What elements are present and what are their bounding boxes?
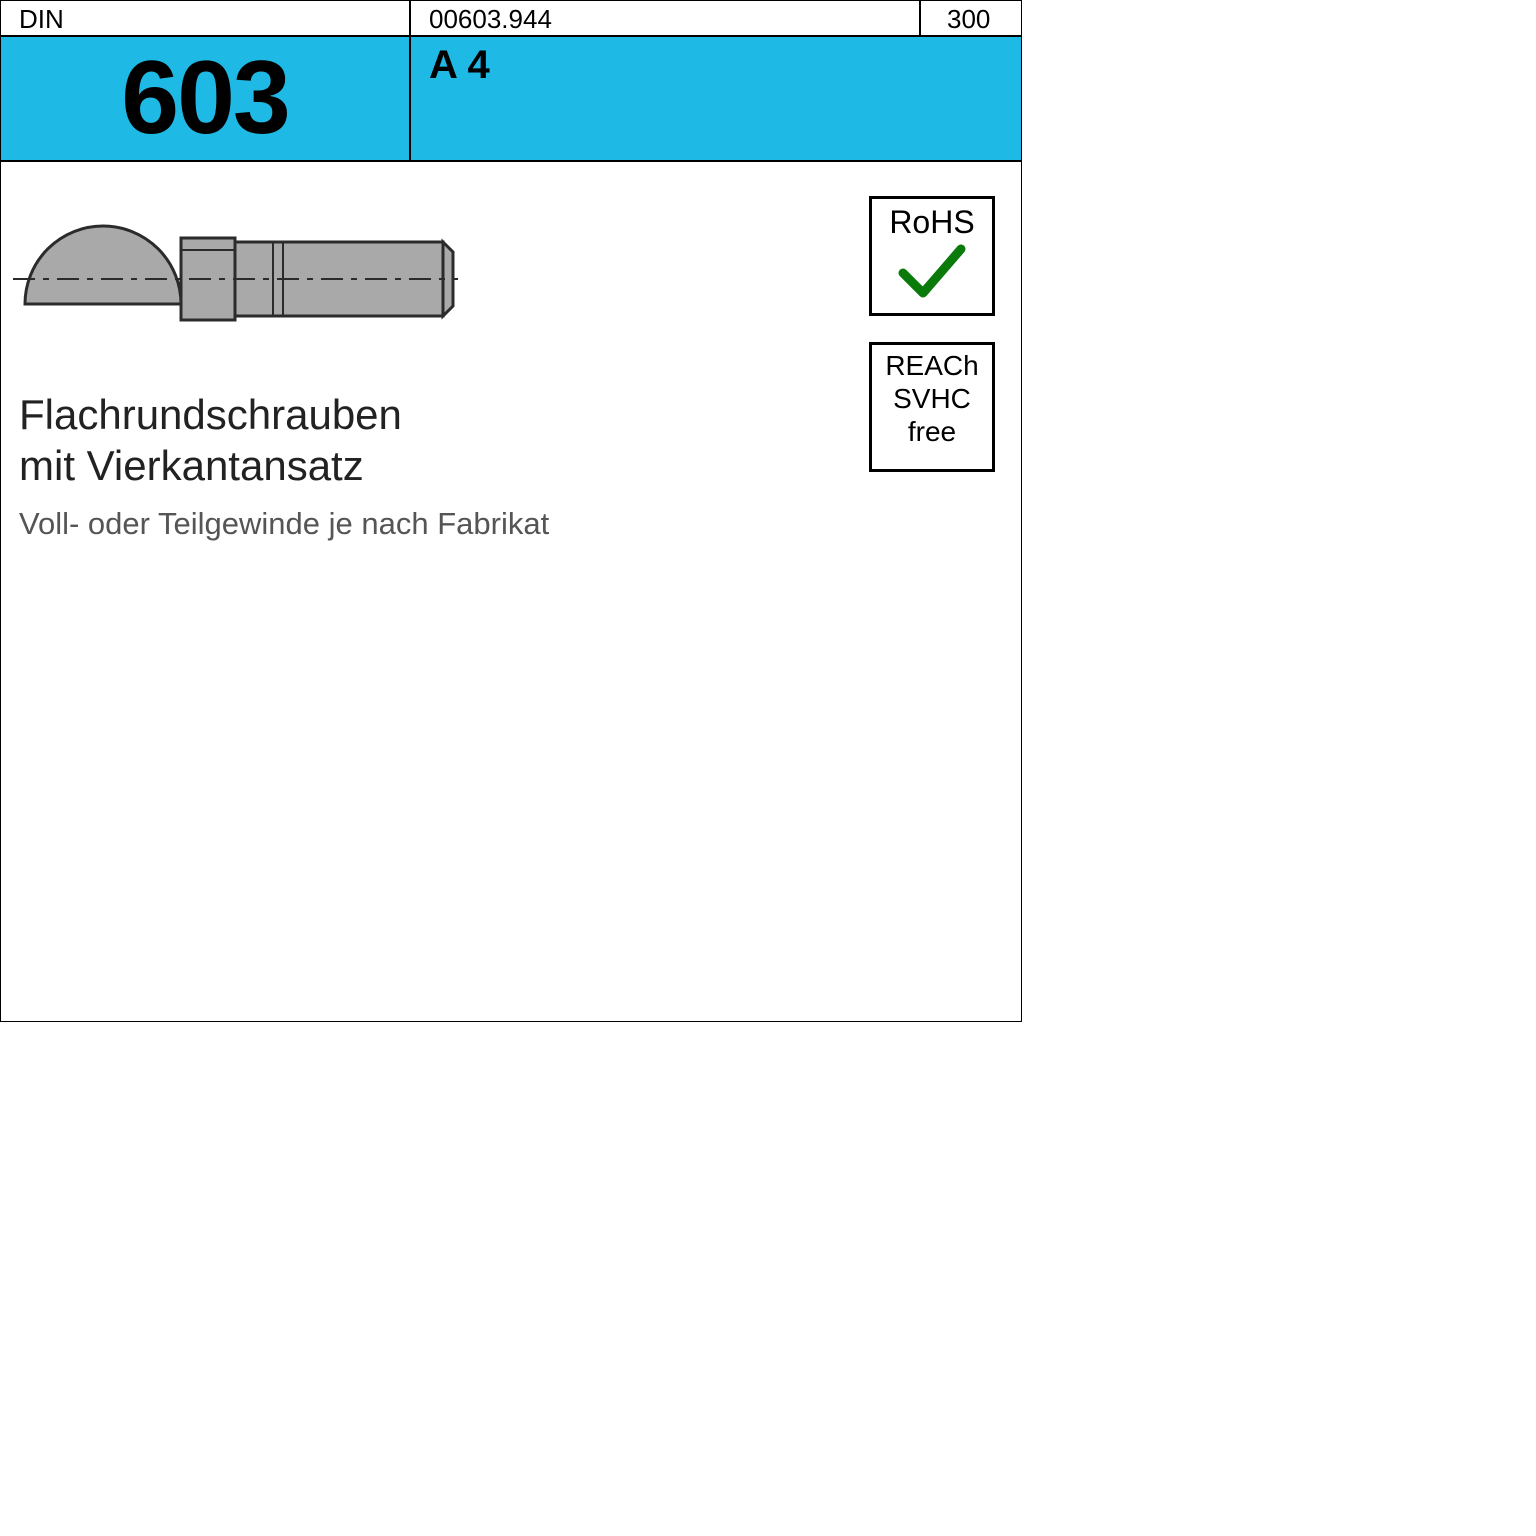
din-number: 603 <box>121 39 289 158</box>
header-qty: 300 <box>921 1 1021 35</box>
reach-line-1: REACh <box>872 349 992 382</box>
main-area: Flachrundschrauben mit Vierkantansatz Vo… <box>1 164 1021 1021</box>
reach-badge: REACh SVHC free <box>869 342 995 472</box>
check-icon <box>897 241 967 303</box>
header-row: DIN 00603.944 300 <box>1 1 1021 37</box>
header-code: 00603.944 <box>411 1 921 35</box>
subtitle: Voll- oder Teilgewinde je nach Fabrikat <box>19 506 549 542</box>
datasheet-card: DIN 00603.944 300 603 A 4 <box>0 0 1022 1022</box>
rohs-badge: RoHS <box>869 196 995 316</box>
title-line-1: Flachrundschrauben <box>19 391 402 439</box>
bolt-illustration <box>13 194 458 369</box>
reach-line-3: free <box>872 415 992 448</box>
title-line-2: mit Vierkantansatz <box>19 442 364 490</box>
material-cell: A 4 <box>411 37 1021 160</box>
rohs-label: RoHS <box>872 205 992 239</box>
reach-line-2: SVHC <box>872 382 992 415</box>
din-number-cell: 603 <box>1 37 411 160</box>
blue-band: 603 A 4 <box>1 37 1021 162</box>
header-standard: DIN <box>1 1 411 35</box>
material-grade: A 4 <box>429 43 490 87</box>
